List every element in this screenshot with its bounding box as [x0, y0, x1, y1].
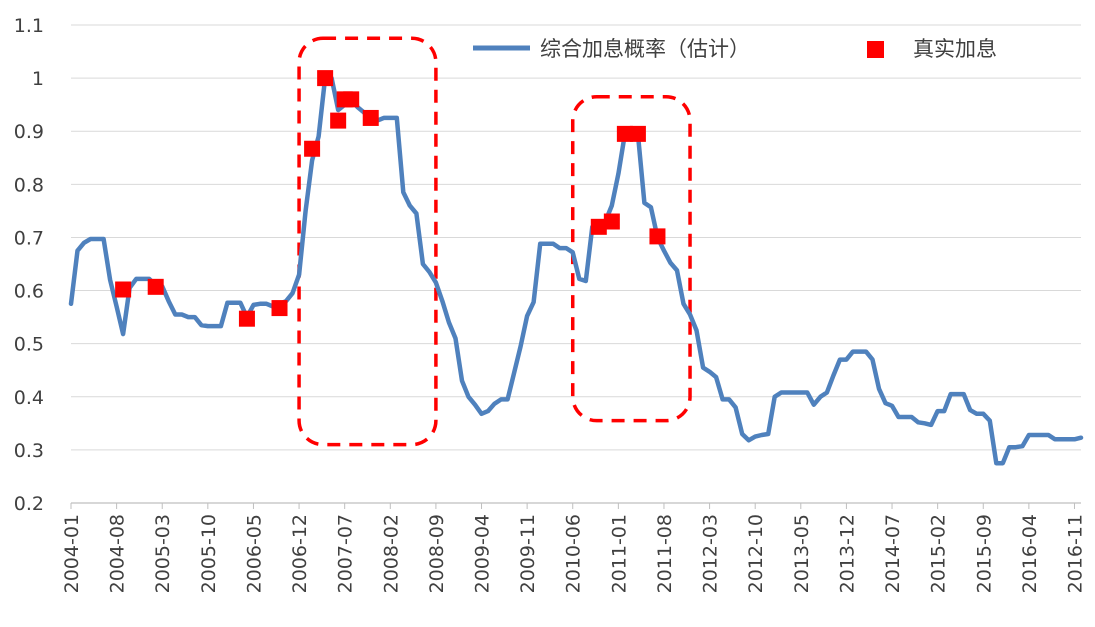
- x-tick-label: 2016-04: [1019, 514, 1041, 593]
- actual-hike-marker: [330, 112, 347, 129]
- estimated-probability-line: [68, 75, 1084, 466]
- actual-hike-series: [115, 70, 666, 327]
- actual-hike-marker: [238, 310, 255, 327]
- x-tick-label: 2008-02: [380, 514, 402, 593]
- x-tick-label: 2012-10: [745, 514, 767, 593]
- y-tick-label: 0.9: [14, 121, 44, 143]
- x-tick-label: 2016-11: [1064, 514, 1086, 593]
- gridlines: [71, 24, 1081, 451]
- x-tick-label: 2013-05: [791, 514, 813, 593]
- actual-hike-marker: [304, 140, 321, 157]
- x-tick-label: 2009-11: [517, 514, 539, 593]
- actual-hike-marker: [317, 70, 334, 87]
- x-tick-label: 2014-07: [882, 514, 904, 593]
- x-tick-label: 2004-01: [61, 514, 83, 593]
- x-tick-label: 2007-07: [335, 514, 357, 593]
- y-tick-label: 0.3: [14, 440, 44, 462]
- x-tick-label: 2011-01: [608, 514, 630, 593]
- legend-label-actual: 真实加息: [913, 37, 997, 61]
- y-tick-label: 0.8: [14, 174, 44, 196]
- x-axis: [70, 502, 1081, 509]
- x-tick-label: 2005-10: [198, 514, 220, 593]
- dashed-highlight-box: [297, 36, 438, 447]
- actual-hike-marker: [590, 218, 607, 235]
- actual-hike-marker: [362, 109, 379, 126]
- y-tick-label: 1: [32, 68, 44, 90]
- x-tick-label: 2011-08: [654, 514, 676, 593]
- x-tick-label: 2006-05: [243, 514, 265, 593]
- y-tick-label: 0.4: [14, 387, 44, 409]
- actual-hike-marker: [115, 281, 132, 298]
- actual-hike-marker: [147, 278, 164, 295]
- actual-hike-marker: [629, 125, 646, 142]
- y-axis: 0.2 0.3 0.4 0.5 0.6 0.7 0.8 0.9 1 1.1: [14, 15, 44, 515]
- y-tick-label: 0.5: [14, 334, 44, 356]
- actual-hike-marker: [616, 125, 633, 142]
- actual-hike-marker: [649, 228, 666, 245]
- legend-marker-swatch: [867, 41, 884, 58]
- legend-label-estimated: 综合加息概率（估计）: [540, 37, 750, 61]
- x-tick-labels: 2004-01 2004-08 2005-03 2005-10 2006-05 2006-…: [61, 514, 1086, 593]
- y-tick-label: 0.2: [14, 493, 44, 515]
- y-tick-label: 1.1: [14, 15, 44, 37]
- x-tick-label: 2010-06: [563, 514, 585, 593]
- x-tick-label: 2004-08: [107, 514, 129, 593]
- actual-hike-marker: [343, 91, 360, 108]
- x-tick-label: 2008-09: [426, 514, 448, 593]
- y-tick-label: 0.6: [14, 281, 44, 303]
- x-tick-label: 2015-02: [928, 514, 950, 593]
- estimated-probability-series: [68, 75, 1084, 466]
- x-tick-label: 2013-12: [836, 514, 858, 593]
- x-tick-label: 2012-03: [700, 514, 722, 593]
- x-tick-label: 2006-12: [289, 514, 311, 593]
- x-tick-label: 2009-04: [472, 514, 494, 593]
- y-tick-label: 0.7: [14, 227, 44, 249]
- legend: 综合加息概率（估计） 真实加息: [473, 37, 997, 61]
- actual-hike-marker: [603, 213, 620, 230]
- actual-hike-marker: [271, 300, 288, 317]
- x-tick-label: 2005-03: [152, 514, 174, 593]
- x-tick-label: 2015-09: [973, 514, 995, 593]
